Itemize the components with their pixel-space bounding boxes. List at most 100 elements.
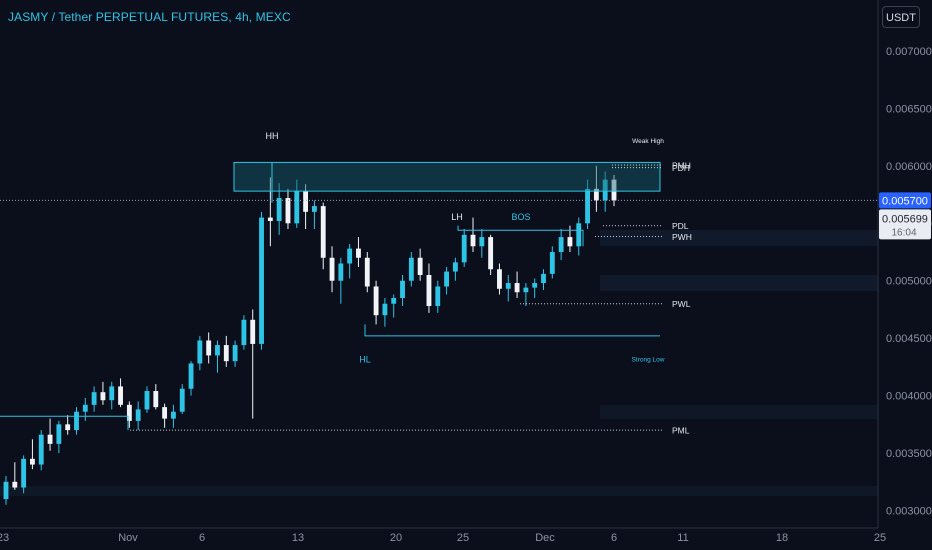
annotation-label: Strong Low bbox=[632, 356, 665, 363]
x-tick-label: 6 bbox=[199, 532, 205, 544]
y-tick-label: 0.006500 bbox=[886, 103, 932, 115]
shade-band bbox=[600, 405, 878, 419]
candle-body bbox=[488, 237, 494, 270]
candle-body bbox=[505, 283, 511, 289]
annotation-label: BOS bbox=[511, 212, 530, 222]
price-label: 0.005700 bbox=[882, 195, 928, 207]
y-tick-label: 0.003000 bbox=[886, 506, 932, 518]
annotation-label: LH bbox=[451, 212, 463, 222]
candle-body bbox=[47, 434, 53, 444]
candle-body bbox=[56, 424, 62, 444]
candle-body bbox=[232, 345, 238, 362]
candle-body bbox=[100, 392, 106, 401]
candle-body bbox=[215, 345, 220, 356]
candle-body bbox=[259, 217, 264, 344]
candle-body bbox=[364, 257, 370, 287]
candle-body bbox=[223, 345, 229, 362]
level-label: PML bbox=[672, 426, 690, 436]
candle-body bbox=[21, 458, 27, 488]
candle-body bbox=[593, 188, 599, 201]
candle-body bbox=[38, 434, 44, 465]
y-tick-label: 0.006000 bbox=[886, 161, 932, 173]
candle-body bbox=[514, 283, 520, 293]
candle-body bbox=[611, 179, 617, 201]
y-tick-label: 0.005000 bbox=[886, 276, 932, 288]
candle-body bbox=[153, 391, 159, 408]
annotation-label: HH bbox=[266, 131, 279, 141]
chart-title: JASMY / Tether PERPETUAL FUTURES, 4h, ME… bbox=[8, 10, 291, 24]
candle-body bbox=[461, 234, 467, 263]
candle-body bbox=[109, 386, 115, 401]
candle-body bbox=[576, 223, 582, 247]
shade-band bbox=[600, 275, 878, 291]
candle-body bbox=[479, 237, 485, 247]
candle-body bbox=[170, 411, 176, 419]
level-label: PWH bbox=[672, 232, 692, 242]
candle-body bbox=[426, 275, 432, 307]
supply-zone bbox=[233, 161, 661, 192]
y-tick-label: 0.007000 bbox=[886, 46, 932, 58]
candle-body bbox=[400, 280, 405, 298]
x-tick-label: 23 bbox=[0, 532, 9, 544]
candle-body bbox=[408, 257, 414, 281]
candle-body bbox=[303, 191, 309, 212]
structure-line bbox=[0, 415, 129, 431]
candle-body bbox=[82, 404, 88, 412]
candle-body bbox=[197, 340, 203, 364]
price-label-box bbox=[879, 192, 931, 209]
x-tick-label: 25 bbox=[457, 532, 469, 544]
candle-body bbox=[241, 319, 247, 346]
x-tick-label: 6 bbox=[611, 532, 617, 544]
candle-body bbox=[549, 252, 555, 274]
level-label: PMH bbox=[672, 160, 691, 170]
candle-body bbox=[206, 340, 212, 356]
level-label: PWL bbox=[672, 299, 691, 309]
last-price-label: 0.005699 bbox=[882, 213, 928, 225]
candle-body bbox=[338, 263, 344, 281]
candle-body bbox=[523, 287, 529, 293]
candle-body bbox=[391, 297, 397, 304]
candle-body bbox=[356, 248, 361, 258]
x-tick-label: 18 bbox=[776, 532, 788, 544]
annotation-label: Weak High bbox=[632, 138, 664, 145]
x-tick-label: 13 bbox=[292, 532, 304, 544]
candle-body bbox=[541, 273, 546, 284]
strong-low-line bbox=[364, 324, 660, 337]
candle-body bbox=[470, 234, 476, 247]
shade-band bbox=[0, 486, 878, 496]
bos-line bbox=[457, 225, 584, 247]
level-label: PDL bbox=[672, 221, 689, 231]
currency-button[interactable]: USDT bbox=[882, 6, 920, 28]
candle-body bbox=[320, 206, 326, 258]
candle-body bbox=[91, 392, 97, 405]
x-tick-label: Nov bbox=[118, 532, 138, 544]
candle-body bbox=[144, 391, 150, 410]
candle-body bbox=[294, 191, 300, 224]
candle-body bbox=[250, 319, 256, 344]
y-tick-label: 0.004500 bbox=[886, 333, 932, 345]
candle-body bbox=[532, 283, 538, 288]
candle-body bbox=[276, 198, 282, 222]
candle-body bbox=[65, 424, 71, 431]
level-label: PDH bbox=[672, 163, 690, 173]
x-tick-label: 11 bbox=[677, 532, 688, 544]
candle-body bbox=[311, 206, 317, 212]
y-tick-label: 0.004000 bbox=[886, 391, 932, 403]
annotation-label: HL bbox=[359, 355, 371, 365]
candle-body bbox=[162, 407, 168, 419]
candle-body bbox=[558, 237, 564, 253]
y-tick-label: 0.003500 bbox=[886, 448, 932, 460]
candle-body bbox=[135, 409, 141, 421]
candle-body bbox=[188, 363, 194, 389]
candle-body bbox=[497, 269, 502, 289]
candle-body bbox=[417, 257, 423, 275]
candle-body bbox=[373, 286, 379, 316]
candle-body bbox=[602, 179, 608, 201]
candle-body bbox=[12, 481, 18, 488]
candle-body bbox=[382, 303, 388, 316]
candle-body bbox=[585, 188, 590, 224]
countdown-label: 16:04 bbox=[891, 227, 916, 238]
candle-body bbox=[30, 458, 35, 465]
candle-body bbox=[347, 248, 353, 264]
